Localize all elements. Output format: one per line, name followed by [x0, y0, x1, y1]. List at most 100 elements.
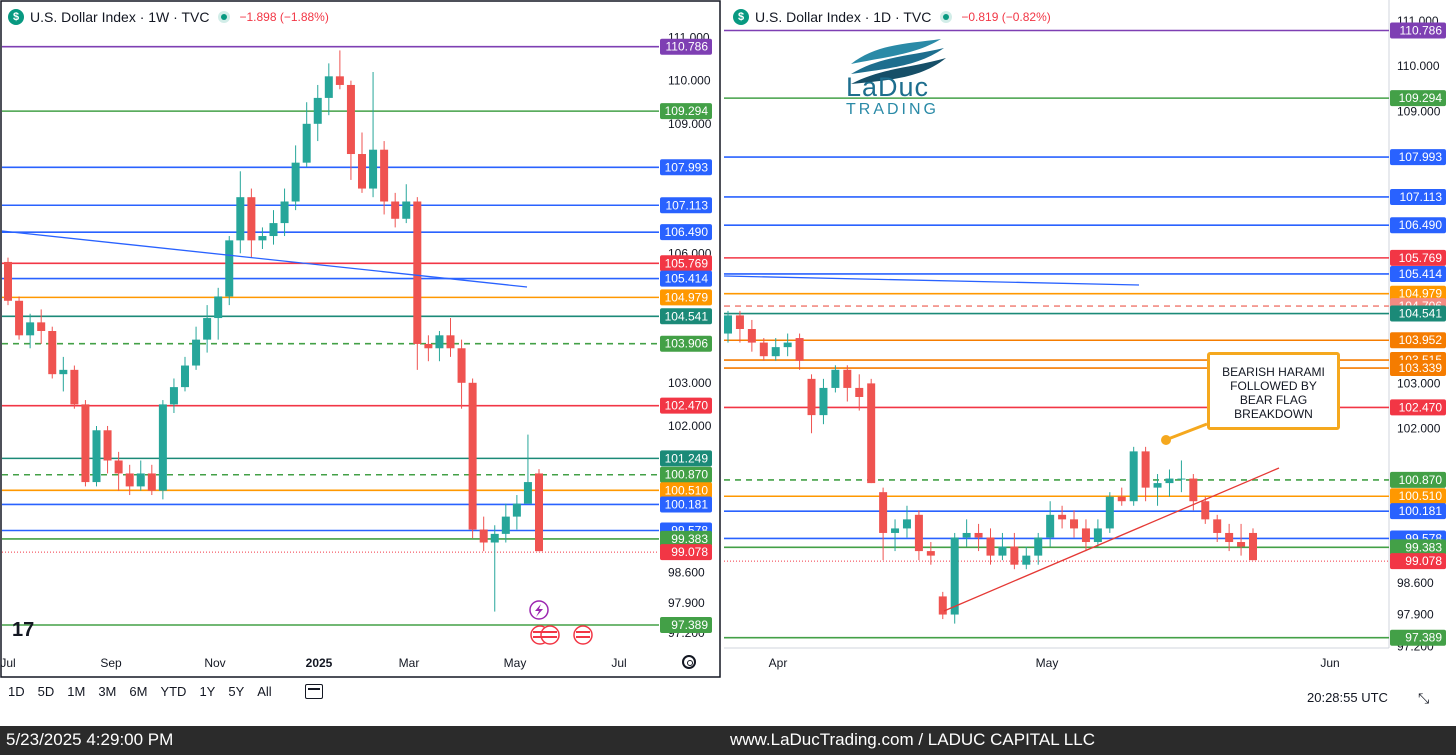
right-candle-body	[902, 519, 911, 529]
left-level-label-box	[660, 197, 712, 214]
right-candle-body	[1058, 514, 1067, 520]
timeframe-6m-button[interactable]: 6M	[129, 684, 148, 699]
right-candle-body	[1081, 528, 1090, 543]
right-candle-body	[1177, 478, 1186, 480]
right-candle-body	[1046, 514, 1055, 538]
left-candle-body	[501, 516, 510, 534]
left-level-label-box	[660, 450, 712, 467]
us-flag-event-icon[interactable]	[573, 625, 593, 645]
timeframe-all-button[interactable]: All	[257, 684, 272, 699]
flag-stripes-icon	[533, 631, 557, 633]
left-x-axis: Jul Sep Nov 2025 Mar May Jul	[0, 656, 626, 670]
left-level-label: 102.470	[665, 399, 709, 413]
right-level-label-box	[1390, 188, 1446, 205]
right-level-label: 109.294	[1399, 91, 1443, 105]
right-candle-body	[1189, 478, 1198, 502]
callout-arrow-dot	[1161, 435, 1171, 445]
right-level-label-box	[1390, 360, 1446, 377]
left-candle-body	[302, 123, 311, 163]
left-level-label-box	[660, 496, 712, 513]
right-candle-body	[962, 532, 971, 538]
callout-line: BREAKDOWN	[1234, 407, 1313, 421]
timeframe-toolbar: 1D 5D 1M 3M 6M YTD 1Y 5Y All	[8, 684, 336, 699]
left-level-label-box	[660, 482, 712, 499]
right-trendlines	[723, 275, 1280, 612]
right-candle-body	[1105, 496, 1114, 529]
timeframe-5d-button[interactable]: 5D	[37, 684, 55, 699]
timeframe-5y-button[interactable]: 5Y	[228, 684, 245, 699]
tradingview-mark: 17	[12, 619, 34, 641]
right-candle-body	[1034, 537, 1043, 556]
right-level-label-box	[1390, 503, 1446, 520]
right-level-label: 105.769	[1399, 251, 1443, 265]
live-status-dot-icon	[221, 14, 228, 20]
right-y-tick-label: 97.900	[1397, 608, 1434, 622]
right-level-label: 107.993	[1399, 150, 1443, 164]
left-candle-body	[225, 240, 234, 297]
us-flag-event-icon[interactable]	[540, 625, 560, 645]
left-candle-body	[247, 197, 256, 241]
callout-line: FOLLOWED BY	[1230, 379, 1317, 393]
right-symbol-title[interactable]: U.S. Dollar Index · 1D · TVC	[755, 9, 932, 25]
timeframe-1y-button[interactable]: 1Y	[199, 684, 216, 699]
right-y-tick-label: 98.600	[1397, 576, 1434, 590]
right-candle-body	[1165, 478, 1174, 484]
left-candle-body	[59, 369, 68, 375]
left-candle-body	[413, 201, 422, 344]
left-candle-body	[280, 201, 289, 224]
left-y-tick-label: 102.000	[668, 419, 712, 433]
timeframe-ytd-button[interactable]: YTD	[160, 684, 187, 699]
date-range-calendar-icon[interactable]	[304, 684, 323, 699]
footer-bar: 5/23/2025 4:29:00 PM www.LaDucTrading.co…	[0, 726, 1456, 755]
right-candle-body	[1225, 532, 1234, 543]
right-candle-body	[867, 383, 876, 484]
left-level-label-box	[660, 103, 712, 120]
right-level-label: 103.339	[1399, 361, 1443, 375]
left-candle-body	[136, 473, 145, 487]
left-level-label: 107.993	[665, 160, 709, 174]
timeframe-1m-button[interactable]: 1M	[67, 684, 86, 699]
timeframe-1d-button[interactable]: 1D	[8, 684, 25, 699]
left-candle-body	[114, 460, 123, 474]
left-candle-body	[37, 322, 46, 331]
right-candle-body	[1070, 519, 1079, 529]
timeframe-3m-button[interactable]: 3M	[98, 684, 117, 699]
chart-settings-gear-icon[interactable]	[682, 655, 696, 669]
right-level-label: 100.870	[1399, 473, 1443, 487]
left-x-tick-label: Sep	[100, 656, 122, 670]
left-candle-body	[4, 261, 12, 301]
right-candles	[724, 310, 1257, 624]
right-candle-body	[747, 329, 756, 343]
right-candle-body	[1093, 528, 1102, 543]
right-candle-body	[819, 387, 828, 416]
left-x-tick-label: Nov	[204, 656, 225, 670]
right-level-label: 105.414	[1399, 267, 1443, 281]
right-candle-body	[1117, 496, 1126, 502]
left-candle-body	[214, 296, 223, 319]
right-level-label: 107.113	[1400, 190, 1443, 204]
right-candle-body	[795, 338, 804, 361]
left-candle-body	[70, 369, 79, 405]
left-symbol-title[interactable]: U.S. Dollar Index · 1W · TVC	[30, 9, 210, 25]
left-level-label: 99.383	[671, 532, 708, 546]
left-level-label: 106.490	[665, 225, 709, 239]
right-candle-body	[938, 596, 947, 615]
left-candle-body	[335, 76, 344, 85]
wave-logo-icon	[851, 39, 946, 84]
right-price-change: −0.819 (−0.82%)	[961, 10, 1051, 24]
dollar-coin-icon: $	[8, 9, 24, 25]
expand-icon[interactable]: ⤡	[1418, 690, 1430, 706]
right-candle-body	[879, 492, 888, 533]
right-candle-body	[974, 532, 983, 538]
right-level-label-box	[1390, 217, 1446, 234]
right-x-axis: Apr May Jun	[769, 656, 1340, 670]
right-level-label-box	[1390, 488, 1446, 505]
footer-timestamp: 5/23/2025 4:29:00 PM	[6, 730, 174, 749]
right-descending-trendline	[723, 275, 1140, 286]
left-level-label-box	[660, 530, 712, 547]
left-x-tick-label: Mar	[399, 656, 420, 670]
left-y-tick-label: 97.900	[668, 596, 705, 610]
left-level-label-box	[660, 159, 712, 176]
left-candle-body	[181, 365, 189, 388]
right-candle-body	[855, 387, 864, 397]
